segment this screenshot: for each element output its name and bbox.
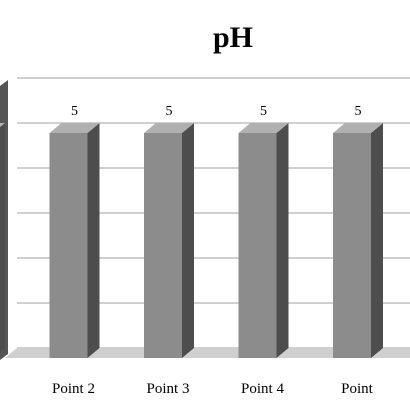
bar-front (49, 133, 88, 358)
x-tick-label: Point 2 (52, 381, 95, 397)
x-tick-labels: Point 2 Point 3 Point 4 Point (52, 381, 374, 397)
chart-title: pH (213, 21, 253, 54)
bar-side (87, 123, 100, 358)
bar-top (144, 123, 194, 133)
bar-front (238, 133, 277, 358)
x-tick-label: Point 3 (147, 381, 190, 397)
bar-top (333, 123, 383, 133)
bar (49, 123, 100, 358)
bar (238, 123, 289, 358)
bar-front (144, 133, 182, 358)
bar (0, 123, 5, 353)
data-label: 5 (355, 104, 362, 119)
bar-top (0, 123, 5, 128)
data-label: 5 (166, 104, 173, 119)
bar-top (238, 123, 289, 133)
bar (144, 123, 194, 358)
data-labels: 5 5 5 5 (71, 104, 362, 119)
bars (0, 123, 383, 358)
bar-side (182, 123, 194, 358)
bar-side (276, 123, 289, 358)
x-tick-label: Point (341, 381, 374, 397)
data-label: 5 (71, 104, 78, 119)
bar-side (371, 123, 383, 358)
chart-floor (5, 348, 410, 358)
bar-side (0, 123, 5, 353)
x-tick-label: Point 4 (241, 381, 284, 397)
bar-front (333, 133, 371, 358)
bar (333, 123, 383, 358)
bar-top (49, 123, 100, 133)
data-label: 5 (260, 104, 267, 119)
